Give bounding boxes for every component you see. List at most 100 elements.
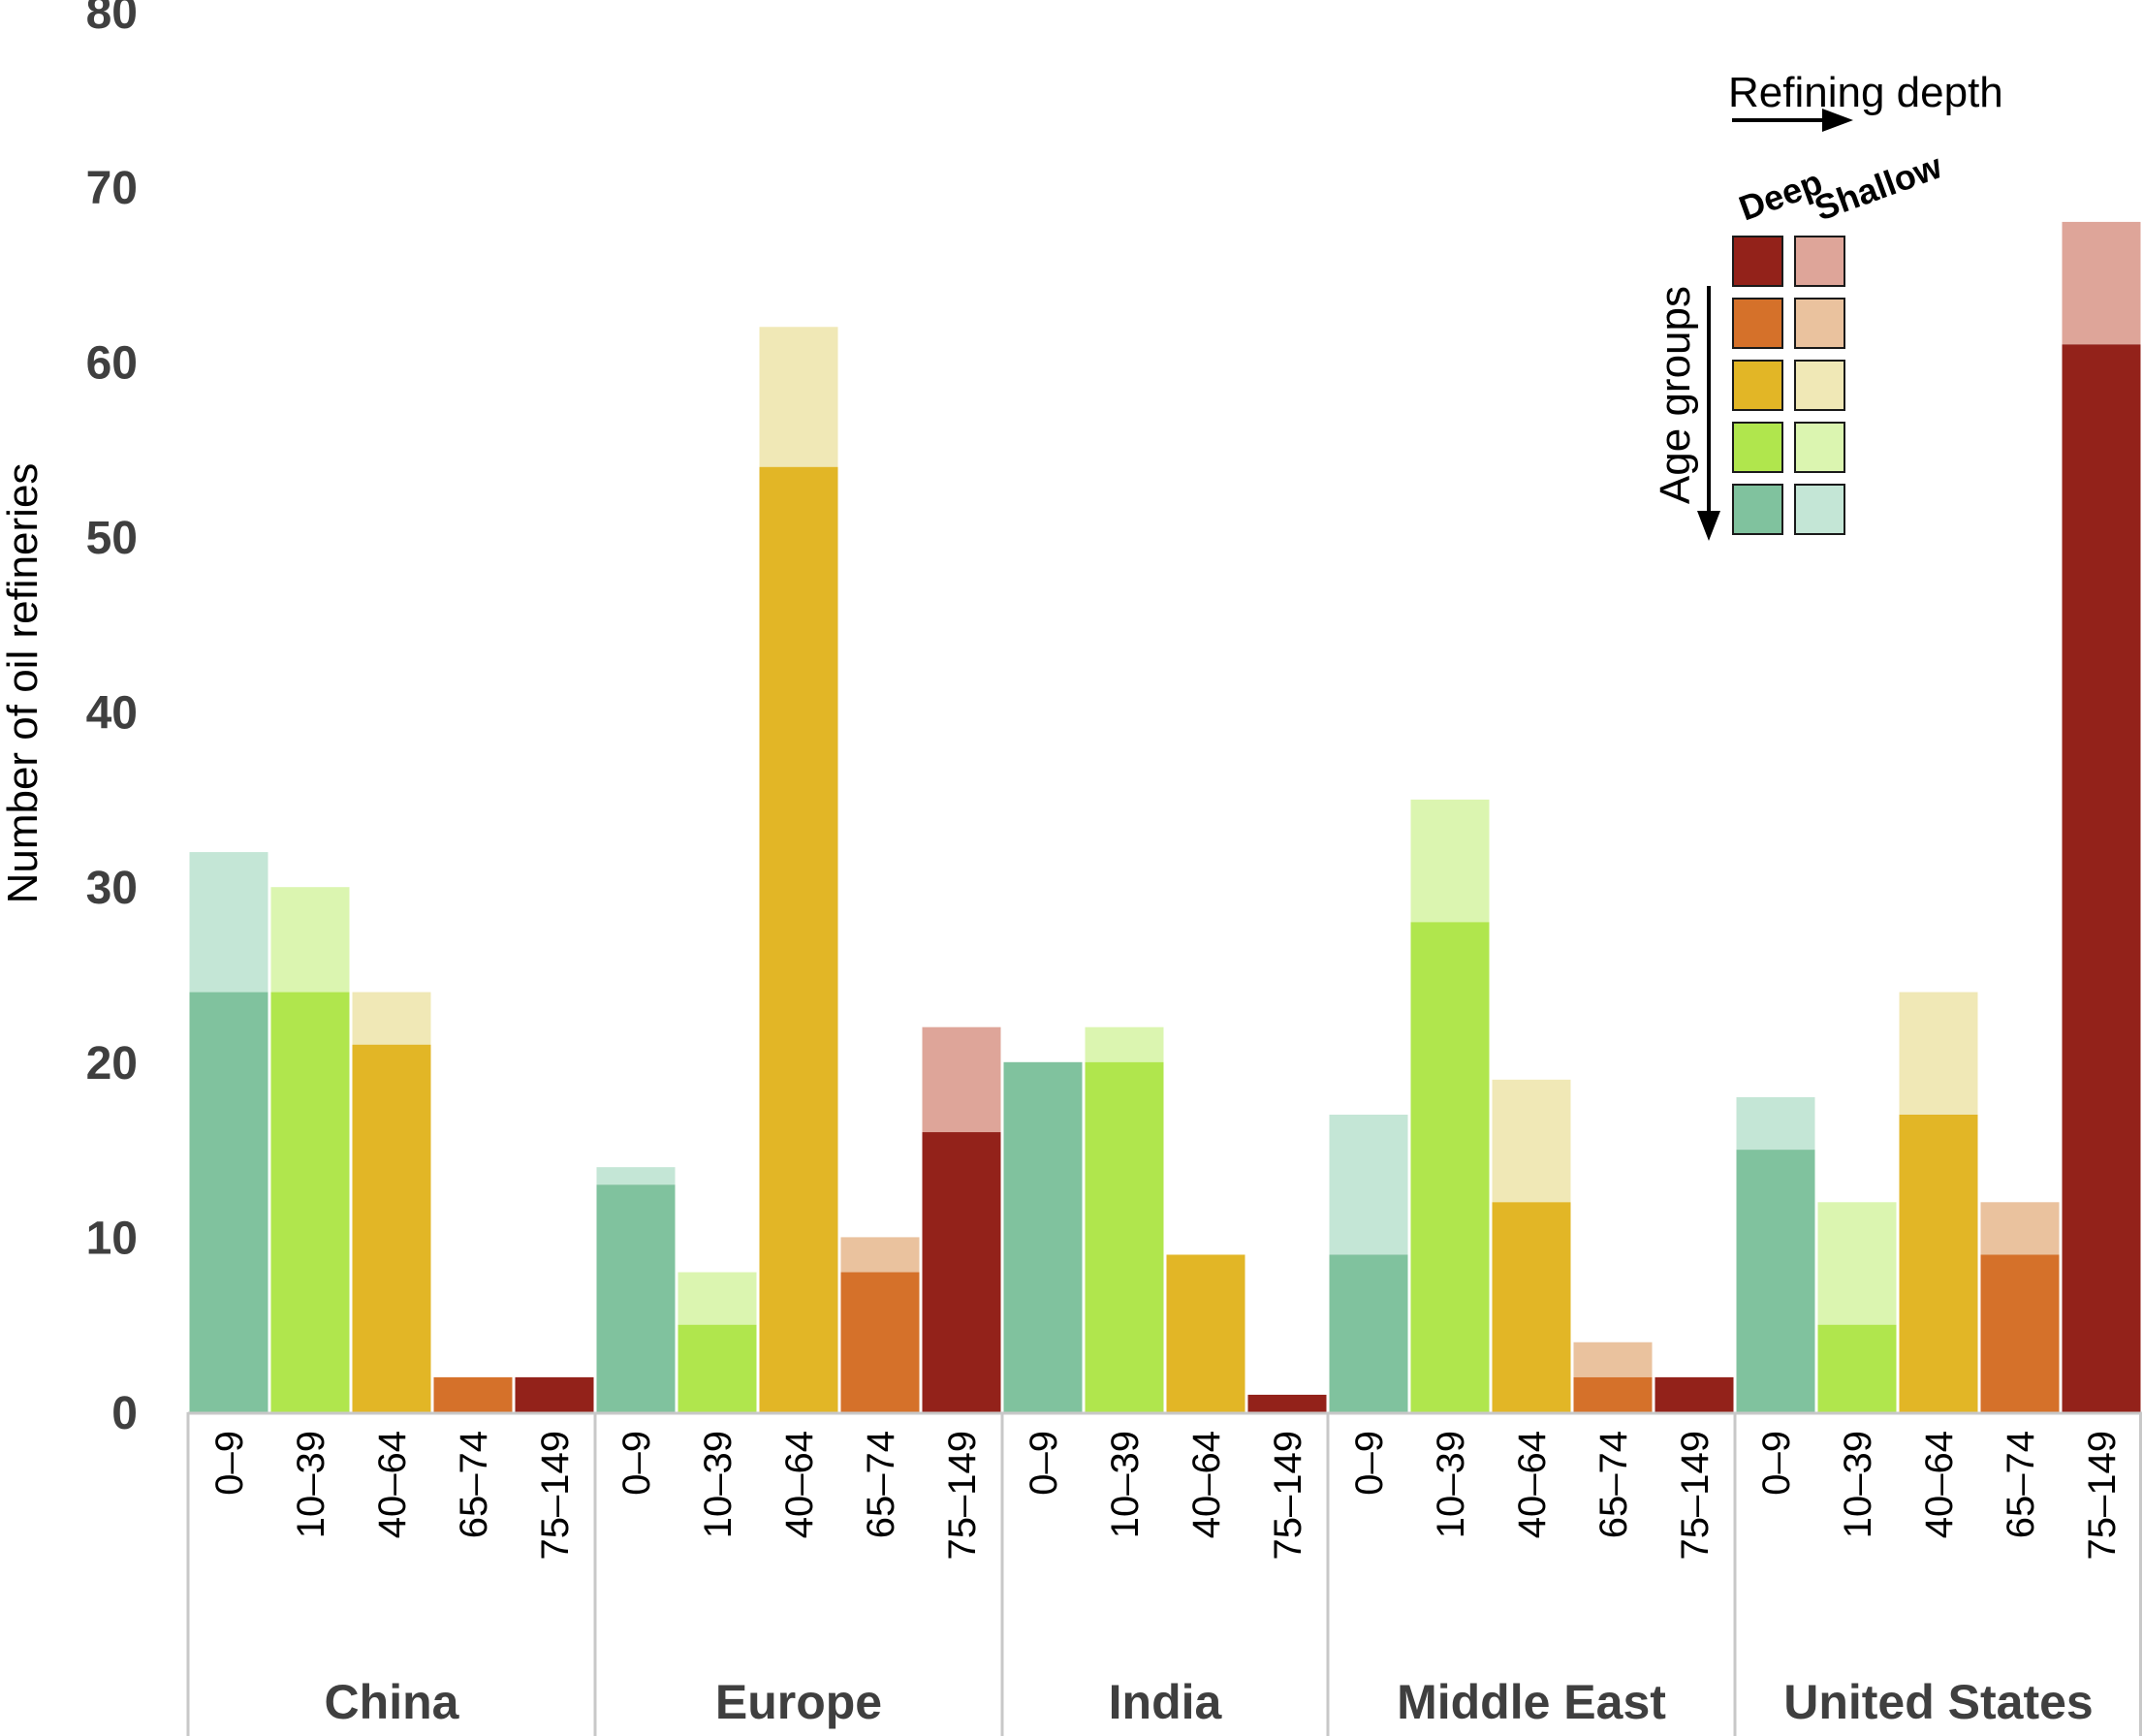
x-tick-label: 75–149 [941,1431,984,1560]
legend-swatch-shallow-65-74 [1794,298,1845,349]
bar-europe-10-39-deep [678,1324,757,1412]
bar-united-states-0-9-shallow [1736,1096,1815,1151]
x-tick-label: 10–39 [1430,1431,1472,1538]
bar-india-0-9-deep [1003,1061,1083,1412]
x-tick-label: 65–74 [1592,1431,1635,1538]
right-arrow-icon [1822,109,1853,132]
legend-swatch-shallow-40-64 [1794,360,1845,411]
bar-china-0-9-deep [189,992,268,1412]
bar-europe-65-74-deep [840,1272,920,1412]
x-tick-label: 0–9 [208,1431,251,1496]
bar-india-75-149-deep [1247,1394,1327,1412]
legend-swatch-deep-10-39 [1732,422,1783,473]
x-tick-label: 40–64 [371,1431,414,1538]
x-tick-label: 75–149 [1267,1431,1309,1560]
legend-title: Refining depth [1728,69,2003,116]
bar-united-states-40-64-shallow [1899,992,1978,1115]
bar-middle-east-65-74-shallow [1573,1341,1653,1377]
x-tick-label: 75–149 [2081,1431,2124,1560]
x-tick-label: 65–74 [860,1431,902,1538]
bar-india-10-39-deep [1085,1061,1164,1412]
legend-age-groups-label: Age groups [1652,286,1699,504]
x-tick-label: 40–64 [1918,1431,1961,1538]
region-label-middle-east: Middle East [1397,1675,1666,1729]
bar-united-states-10-39-deep [1817,1324,1897,1412]
bar-china-65-74-deep [433,1376,513,1412]
bar-europe-0-9-shallow [596,1167,676,1185]
legend-swatch-shallow-75-149 [1794,236,1845,287]
x-tick-label: 40–64 [778,1431,821,1538]
bar-europe-10-39-shallow [678,1272,757,1325]
y-axis-ticks: 0 10 20 30 40 50 60 70 80 [86,0,138,1439]
bar-europe-0-9-deep [596,1184,676,1412]
legend-swatch-deep-75-149 [1732,236,1783,287]
bar-middle-east-75-149-deep [1655,1376,1734,1412]
x-tick-label: 65–74 [2000,1431,2042,1538]
y-tick-label: 50 [86,513,138,564]
legend-swatch-deep-65-74 [1732,298,1783,349]
x-axis: 0–9 10–39 40–64 65–74 75–149 China 0–9 10–39 40–… [186,1411,2142,1736]
y-axis-label: Number of oil refineries [0,463,47,904]
bar-middle-east-10-39-shallow [1410,799,1490,923]
bar-china-10-39-deep [270,992,350,1412]
y-tick-label: 60 [86,337,138,389]
legend-shallow-heading: Shallow [1810,145,1948,228]
bar-china-10-39-shallow [270,887,350,993]
bar-europe-40-64-deep [759,466,838,1412]
legend-swatch-shallow-0-9 [1794,484,1845,535]
bar-united-states-40-64-deep [1899,1114,1978,1412]
bar-united-states-75-149-deep [2062,344,2141,1413]
x-tick-label: 75–149 [534,1431,577,1560]
legend-swatch-shallow-10-39 [1794,422,1845,473]
bar-china-75-149-deep [515,1376,594,1412]
y-tick-label: 20 [86,1038,138,1089]
x-tick-label: 0–9 [1348,1431,1391,1496]
bar-europe-75-149-deep [922,1132,1001,1412]
bar-middle-east-0-9-shallow [1329,1114,1408,1255]
region-label-china: China [325,1675,460,1729]
bar-china-40-64-shallow [352,992,431,1045]
region-label-united-states: United States [1783,1675,2094,1729]
x-tick-label: 10–39 [697,1431,740,1538]
bar-middle-east-65-74-deep [1573,1376,1653,1412]
bar-middle-east-40-64-deep [1492,1202,1571,1412]
bars [189,221,2141,1413]
x-tick-label: 0–9 [1023,1431,1065,1496]
bar-middle-east-10-39-deep [1410,922,1490,1412]
x-tick-label: 65–74 [453,1431,495,1538]
y-tick-label: 30 [86,863,138,914]
x-tick-label: 10–39 [1837,1431,1879,1538]
y-tick-label: 80 [86,0,138,39]
x-tick-label: 10–39 [290,1431,332,1538]
x-tick-label: 10–39 [1104,1431,1147,1538]
legend-swatch-deep-40-64 [1732,360,1783,411]
y-tick-label: 10 [86,1213,138,1264]
bar-united-states-75-149-shallow [2062,221,2141,345]
bar-europe-75-149-shallow [922,1026,1001,1133]
x-tick-label: 40–64 [1511,1431,1554,1538]
bar-china-40-64-deep [352,1044,431,1412]
y-tick-label: 40 [86,688,138,740]
bar-middle-east-40-64-shallow [1492,1079,1571,1203]
down-arrow-icon [1697,511,1720,541]
legend-swatch-deep-0-9 [1732,484,1783,535]
region-label-india: India [1109,1675,1223,1729]
region-label-europe: Europe [715,1675,882,1729]
y-tick-label: 0 [111,1388,138,1439]
bar-europe-65-74-shallow [840,1237,920,1273]
bar-china-0-9-shallow [189,852,268,993]
y-tick-label: 70 [86,163,138,214]
bar-united-states-0-9-deep [1736,1150,1815,1412]
bar-united-states-65-74-deep [1980,1254,2060,1412]
bar-united-states-65-74-shallow [1980,1202,2060,1255]
bar-united-states-10-39-shallow [1817,1202,1897,1325]
x-tick-label: 40–64 [1185,1431,1228,1538]
legend-swatches [1732,236,1845,535]
bar-middle-east-0-9-deep [1329,1254,1408,1412]
x-tick-label: 75–149 [1674,1431,1717,1560]
bar-india-40-64-deep [1166,1254,1245,1412]
bar-india-10-39-shallow [1085,1026,1164,1062]
x-tick-label: 0–9 [615,1431,658,1496]
legend: Refining depth Deep Shallow Age groups [1652,69,2003,541]
